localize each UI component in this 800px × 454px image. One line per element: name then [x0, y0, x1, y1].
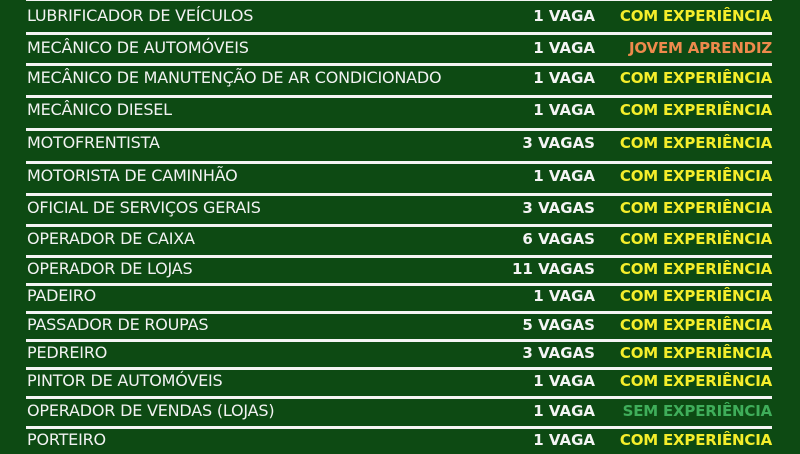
job-requirement: COM EXPERIÊNCIA	[619, 230, 772, 248]
row-divider	[26, 161, 772, 164]
job-title: LUBRIFICADOR DE VEÍCULOS	[27, 6, 254, 25]
job-requirement: COM EXPERIÊNCIA	[619, 199, 772, 217]
job-title: PASSADOR DE ROUPAS	[27, 315, 209, 334]
row-divider	[26, 339, 772, 342]
row-divider	[26, 63, 772, 66]
job-row: PADEIRO 1 VAGA COM EXPERIÊNCIA	[0, 282, 800, 310]
job-vacancies: 3 VAGAS	[522, 199, 595, 217]
row-divider	[26, 193, 772, 196]
job-title: MECÂNICO DIESEL	[27, 100, 172, 119]
job-vacancies: 1 VAGA	[533, 431, 595, 449]
job-requirement: COM EXPERIÊNCIA	[619, 316, 772, 334]
job-vacancies: 1 VAGA	[533, 69, 595, 87]
job-vacancies: 1 VAGA	[533, 372, 595, 390]
job-requirement: COM EXPERIÊNCIA	[619, 7, 772, 25]
job-row: MECÂNICO DE MANUTENÇÃO DE AR CONDICIONAD…	[0, 64, 800, 92]
job-title: OPERADOR DE VENDAS (LOJAS)	[27, 401, 275, 420]
row-divider	[26, 32, 772, 35]
job-requirement: COM EXPERIÊNCIA	[619, 134, 772, 152]
job-vacancies: 5 VAGAS	[522, 316, 595, 334]
job-requirement: COM EXPERIÊNCIA	[619, 344, 772, 362]
job-row: MOTORISTA DE CAMINHÃO 1 VAGA COM EXPERIÊ…	[0, 162, 800, 190]
job-vacancies: 1 VAGA	[533, 101, 595, 119]
row-divider	[26, 128, 772, 131]
job-row: PORTEIRO 1 VAGA COM EXPERIÊNCIA	[0, 426, 800, 454]
job-row: PASSADOR DE ROUPAS 5 VAGAS COM EXPERIÊNC…	[0, 311, 800, 339]
job-vacancies: 1 VAGA	[533, 402, 595, 420]
job-title: PADEIRO	[27, 286, 97, 305]
job-title: PEDREIRO	[27, 343, 108, 362]
job-row: LUBRIFICADOR DE VEÍCULOS 1 VAGA COM EXPE…	[0, 2, 800, 30]
job-requirement: COM EXPERIÊNCIA	[619, 69, 772, 87]
job-row: OPERADOR DE CAIXA 6 VAGAS COM EXPERIÊNCI…	[0, 225, 800, 253]
job-vacancies: 1 VAGA	[533, 167, 595, 185]
job-row: MECÂNICO DIESEL 1 VAGA COM EXPERIÊNCIA	[0, 96, 800, 124]
job-row: OPERADOR DE VENDAS (LOJAS) 1 VAGA SEM EX…	[0, 397, 800, 425]
job-vacancies: 3 VAGAS	[522, 134, 595, 152]
job-requirement: COM EXPERIÊNCIA	[619, 167, 772, 185]
job-title: MECÂNICO DE MANUTENÇÃO DE AR CONDICIONAD…	[27, 68, 442, 87]
job-vacancies: 6 VAGAS	[522, 230, 595, 248]
row-divider	[26, 367, 772, 370]
job-title: MECÂNICO DE AUTOMÓVEIS	[27, 38, 249, 57]
row-divider	[26, 396, 772, 399]
job-row: MOTOFRENTISTA 3 VAGAS COM EXPERIÊNCIA	[0, 129, 800, 157]
row-divider	[26, 426, 772, 429]
job-requirement: JOVEM APRENDIZ	[629, 39, 772, 57]
job-title: OFICIAL DE SERVIÇOS GERAIS	[27, 198, 261, 217]
job-requirement: COM EXPERIÊNCIA	[619, 287, 772, 305]
job-requirement: COM EXPERIÊNCIA	[619, 431, 772, 449]
job-row: PEDREIRO 3 VAGAS COM EXPERIÊNCIA	[0, 339, 800, 367]
row-divider	[26, 283, 772, 286]
job-row: MECÂNICO DE AUTOMÓVEIS 1 VAGA JOVEM APRE…	[0, 34, 800, 62]
job-vacancies: 1 VAGA	[533, 39, 595, 57]
row-divider	[26, 255, 772, 258]
job-vacancies: 3 VAGAS	[522, 344, 595, 362]
job-title: PINTOR DE AUTOMÓVEIS	[27, 371, 223, 390]
job-row: PINTOR DE AUTOMÓVEIS 1 VAGA COM EXPERIÊN…	[0, 367, 800, 395]
row-divider	[26, 95, 772, 98]
job-row: OPERADOR DE LOJAS 11 VAGAS COM EXPERIÊNC…	[0, 255, 800, 283]
job-title: PORTEIRO	[27, 430, 106, 449]
job-vacancies: 1 VAGA	[533, 287, 595, 305]
row-divider	[26, 224, 772, 227]
job-requirement: SEM EXPERIÊNCIA	[622, 402, 773, 420]
job-requirement: COM EXPERIÊNCIA	[619, 372, 772, 390]
row-divider	[26, 0, 772, 1]
job-vacancies: 11 VAGAS	[511, 260, 595, 278]
job-vacancies: 1 VAGA	[533, 7, 595, 25]
job-row: OFICIAL DE SERVIÇOS GERAIS 3 VAGAS COM E…	[0, 194, 800, 222]
job-requirement: COM EXPERIÊNCIA	[619, 101, 772, 119]
row-divider	[26, 311, 772, 314]
job-title: MOTOFRENTISTA	[27, 133, 160, 152]
job-title: OPERADOR DE LOJAS	[27, 259, 193, 278]
job-title: MOTORISTA DE CAMINHÃO	[27, 166, 238, 185]
job-title: OPERADOR DE CAIXA	[27, 229, 195, 248]
job-requirement: COM EXPERIÊNCIA	[619, 260, 772, 278]
